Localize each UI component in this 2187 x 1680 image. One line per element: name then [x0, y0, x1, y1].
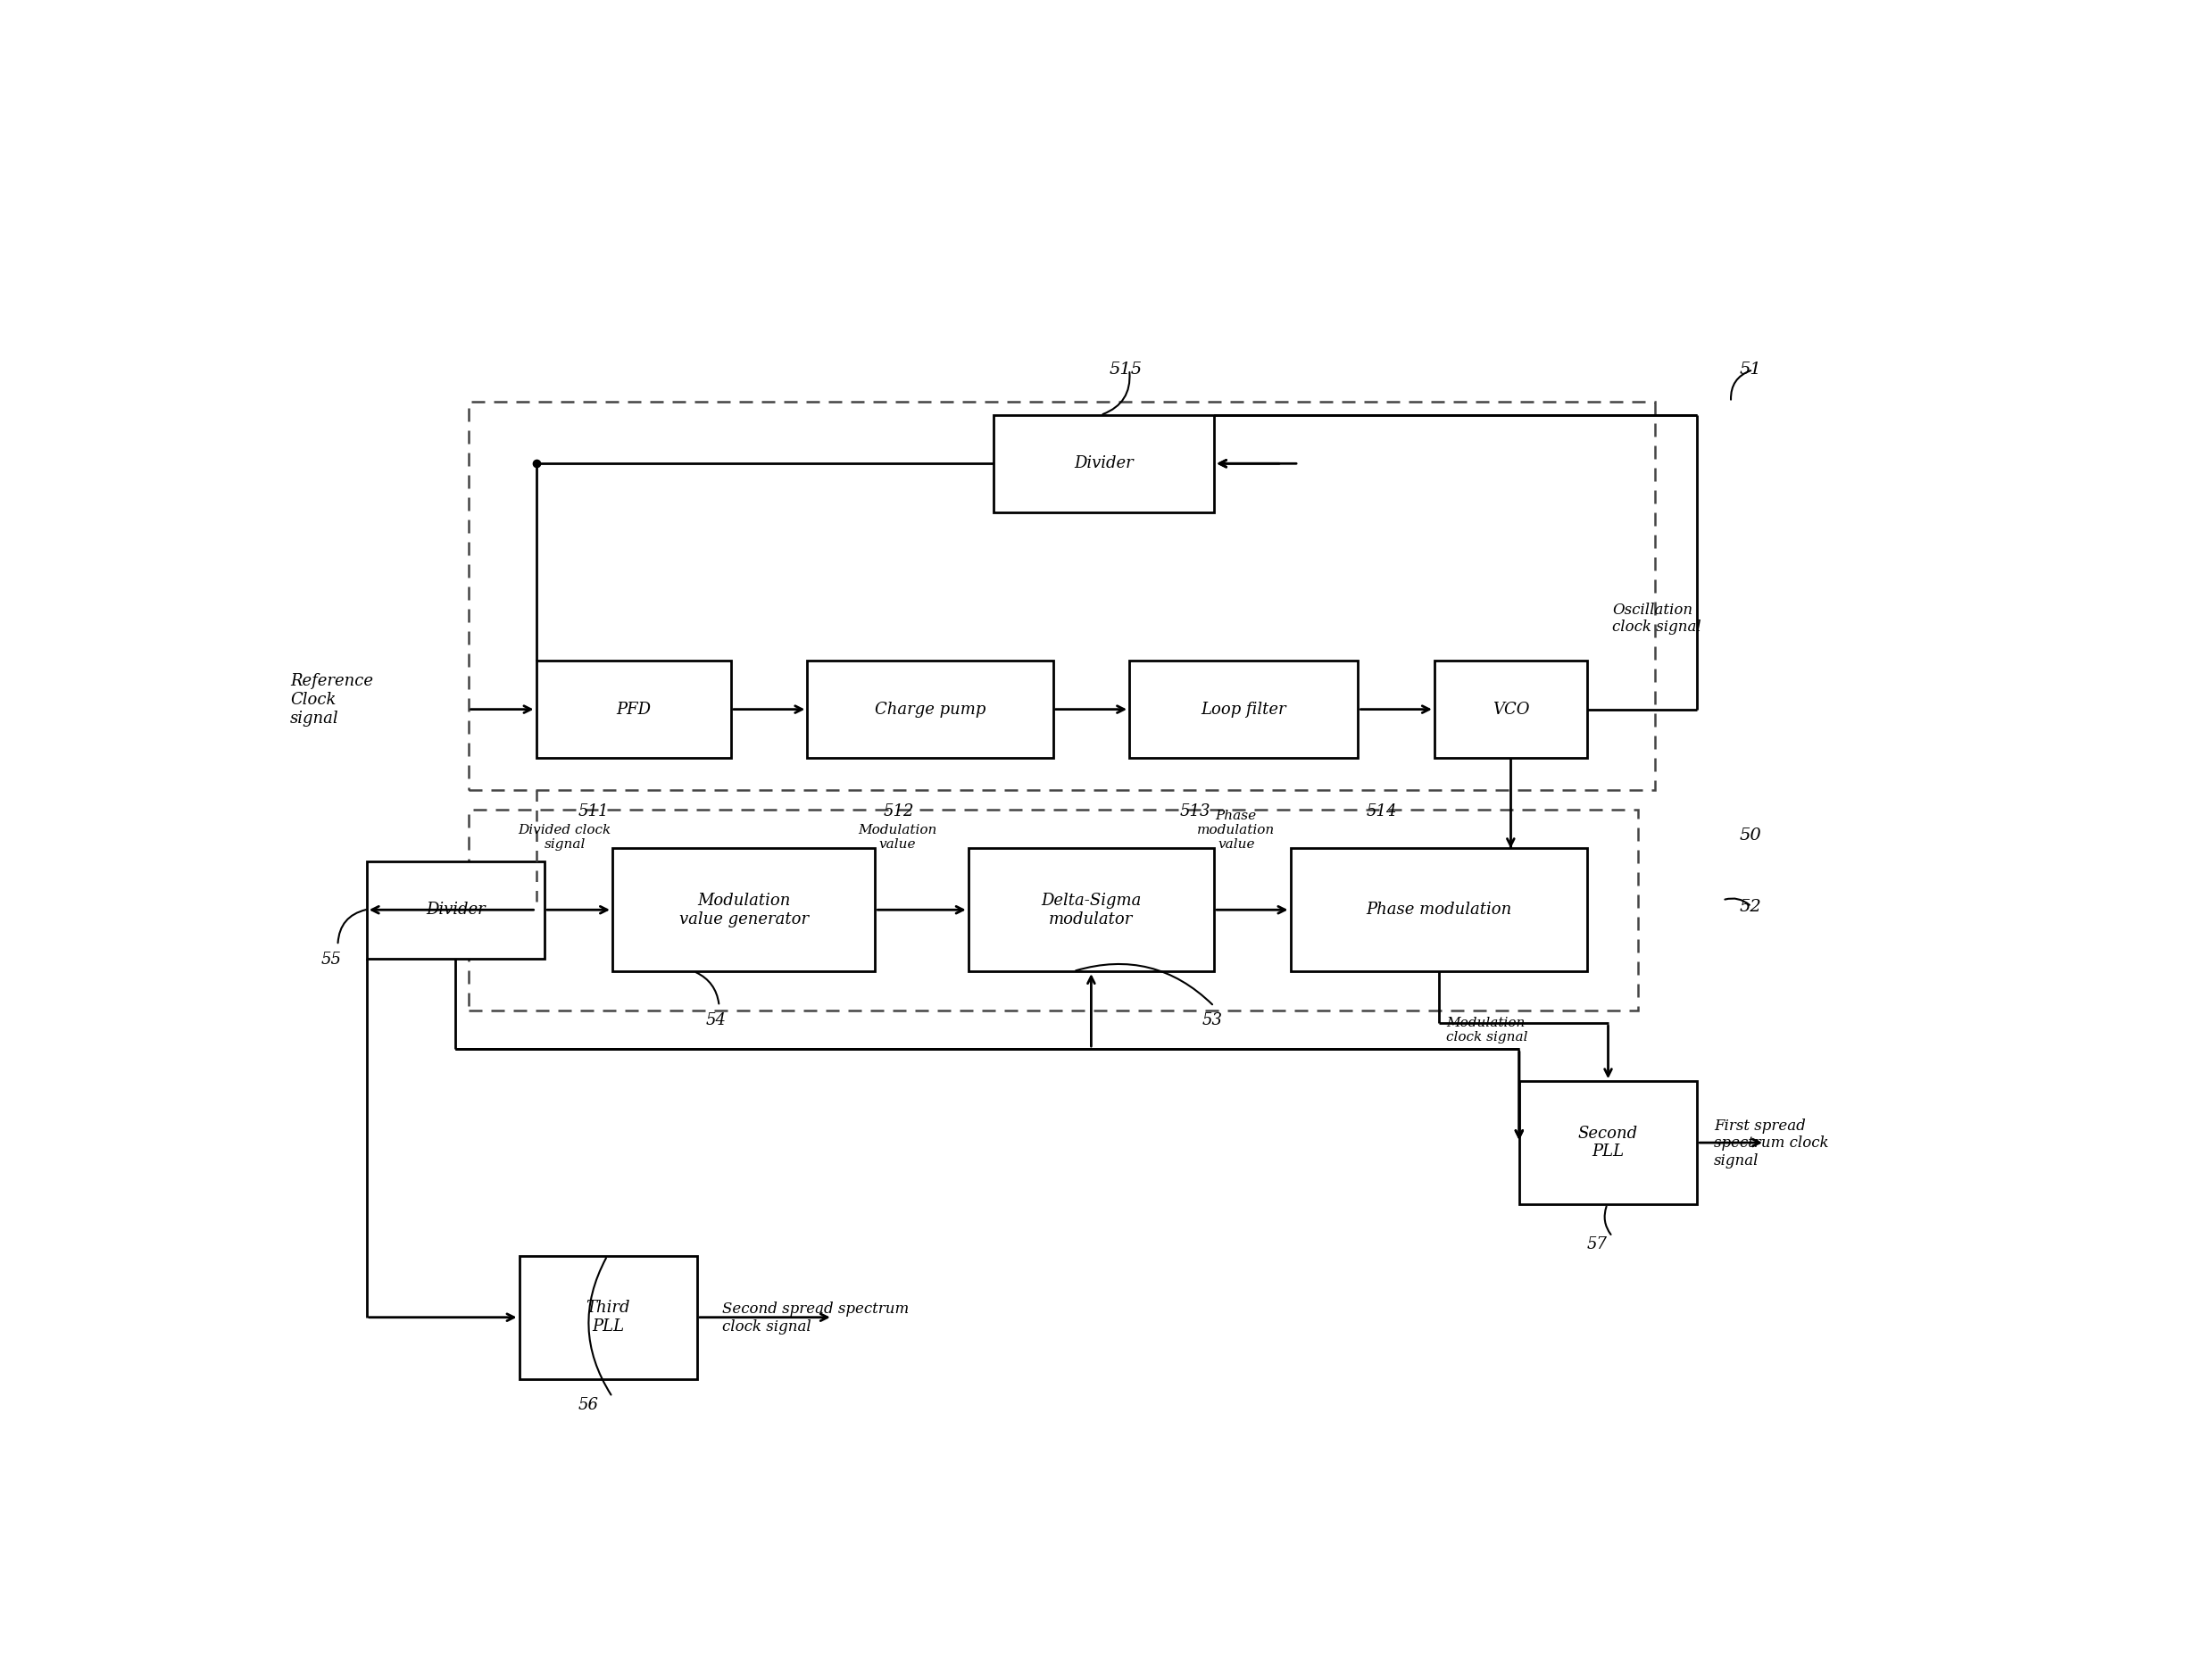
Text: Second spread spectrum
clock signal: Second spread spectrum clock signal	[722, 1302, 910, 1334]
FancyBboxPatch shape	[1435, 660, 1588, 758]
Text: Third
PLL: Third PLL	[586, 1300, 630, 1334]
Text: Second
PLL: Second PLL	[1579, 1126, 1638, 1159]
Text: 54: 54	[706, 1013, 726, 1028]
FancyBboxPatch shape	[1520, 1082, 1697, 1205]
FancyBboxPatch shape	[993, 415, 1214, 512]
FancyBboxPatch shape	[612, 848, 875, 971]
Text: 55: 55	[321, 953, 341, 968]
Text: VCO: VCO	[1492, 701, 1529, 717]
Text: Divider: Divider	[426, 902, 486, 917]
Text: Delta-Sigma
modulator: Delta-Sigma modulator	[1041, 892, 1142, 927]
Text: Phase modulation: Phase modulation	[1365, 902, 1511, 917]
Text: 51: 51	[1739, 361, 1761, 378]
FancyBboxPatch shape	[536, 660, 730, 758]
FancyBboxPatch shape	[1290, 848, 1588, 971]
Text: 56: 56	[577, 1396, 599, 1413]
Text: 50: 50	[1739, 828, 1761, 843]
FancyBboxPatch shape	[1128, 660, 1358, 758]
Text: 57: 57	[1588, 1236, 1607, 1253]
Text: Modulation
value: Modulation value	[857, 823, 936, 852]
Text: 511: 511	[577, 803, 610, 820]
Text: First spread
spectrum clock
signal: First spread spectrum clock signal	[1715, 1119, 1828, 1168]
FancyBboxPatch shape	[518, 1257, 698, 1379]
Text: 514: 514	[1367, 803, 1397, 820]
Text: 515: 515	[1109, 361, 1142, 378]
Text: Divided clock
signal: Divided clock signal	[518, 823, 612, 852]
Text: Modulation
clock signal: Modulation clock signal	[1446, 1016, 1529, 1043]
FancyBboxPatch shape	[969, 848, 1214, 971]
Text: 512: 512	[884, 803, 914, 820]
Text: Divider: Divider	[1074, 455, 1133, 472]
Text: Oscillation
clock signal: Oscillation clock signal	[1612, 603, 1701, 635]
FancyBboxPatch shape	[807, 660, 1054, 758]
Text: Reference
Clock
signal: Reference Clock signal	[291, 674, 374, 726]
FancyBboxPatch shape	[367, 862, 545, 958]
Text: Phase
modulation
value: Phase modulation value	[1196, 810, 1275, 852]
Text: 52: 52	[1739, 899, 1761, 914]
Text: 513: 513	[1181, 803, 1212, 820]
Text: Charge pump: Charge pump	[875, 701, 986, 717]
Text: 53: 53	[1203, 1013, 1223, 1028]
Text: Modulation
value generator: Modulation value generator	[678, 892, 809, 927]
Text: PFD: PFD	[617, 701, 652, 717]
Text: Loop filter: Loop filter	[1201, 701, 1286, 717]
